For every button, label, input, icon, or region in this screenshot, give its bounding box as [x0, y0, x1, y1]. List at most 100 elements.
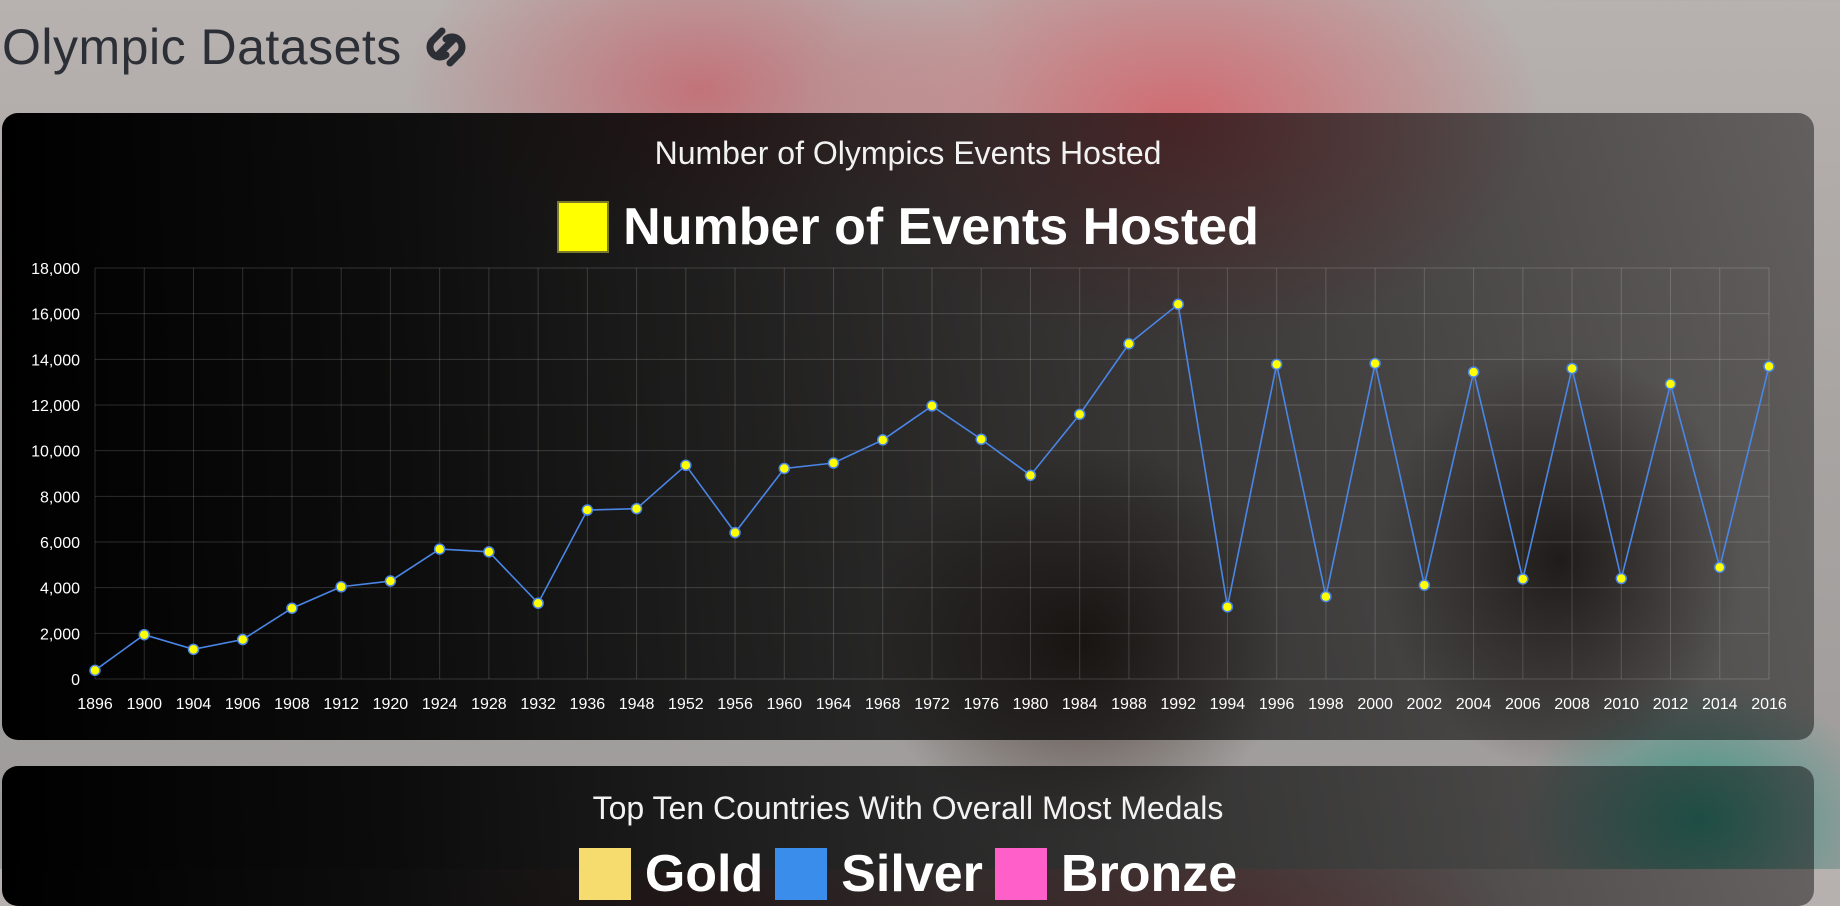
- legend-label-gold: Gold: [644, 845, 764, 903]
- x-tick-label: 1936: [570, 696, 606, 713]
- events-hosted-legend[interactable]: Number of Events Hosted: [2, 197, 1814, 257]
- data-point: [1467, 366, 1480, 378]
- legend-swatch-bronze: [994, 848, 1047, 900]
- link-icon: [426, 27, 466, 67]
- data-point: [581, 504, 594, 516]
- data-point: [138, 628, 150, 641]
- x-tick-label: 1960: [766, 696, 802, 713]
- data-point: [1073, 408, 1086, 421]
- y-tick-label: 14,000: [31, 352, 80, 369]
- data-point: [1172, 298, 1184, 311]
- x-tick-label: 2008: [1554, 696, 1590, 713]
- legend-swatch-gold: [578, 848, 631, 900]
- data-point: [1615, 572, 1628, 585]
- data-point: [1024, 469, 1037, 482]
- y-tick-label: 10,000: [31, 444, 80, 461]
- data-point: [1714, 561, 1726, 574]
- page-title: Olympic Datasets: [2, 18, 474, 76]
- data-point: [286, 602, 298, 614]
- x-tick-label: 1928: [471, 696, 507, 713]
- data-point: [1418, 579, 1431, 591]
- x-tick-label: 1896: [77, 696, 113, 713]
- top-countries-medals-title: Top Ten Countries With Overall Most Meda…: [592, 790, 1224, 826]
- x-tick-label: 1972: [914, 696, 950, 713]
- x-tick-label: 1920: [373, 696, 409, 713]
- y-tick-label: 6,000: [40, 535, 80, 552]
- x-tick-label: 1932: [520, 696, 556, 713]
- x-tick-label: 2006: [1505, 696, 1541, 713]
- x-tick-label: 2000: [1357, 696, 1393, 713]
- data-point: [384, 575, 397, 587]
- data-point: [680, 459, 692, 472]
- x-tick-label: 1912: [323, 696, 359, 713]
- x-tick-label: 1984: [1062, 696, 1098, 713]
- y-tick-label: 12,000: [31, 398, 80, 415]
- x-tick-label: 1908: [274, 696, 310, 713]
- x-tick-label: 1994: [1210, 696, 1246, 713]
- y-tick-label: 4,000: [40, 581, 80, 598]
- data-point: [187, 643, 200, 656]
- x-tick-label: 1948: [619, 696, 655, 713]
- x-tick-label: 2010: [1603, 696, 1639, 713]
- x-tick-label: 2002: [1407, 696, 1443, 713]
- legend-label-silver: Silver: [841, 845, 983, 903]
- data-point: [335, 581, 347, 593]
- x-tick-label: 1996: [1259, 696, 1295, 713]
- data-point: [1123, 338, 1135, 350]
- events-hosted-line-chart[interactable]: 0 2,000 4,000 6,000 8,000 10,000 12,000 14,000 1…: [2, 113, 1814, 740]
- legend-swatch-events-hosted: [557, 201, 610, 253]
- data-point: [975, 433, 987, 445]
- x-tick-label: 1992: [1160, 696, 1196, 713]
- x-tick-label: 1956: [717, 696, 753, 713]
- events-hosted-chart-card: Number of Olympics Events Hosted Number …: [2, 113, 1814, 740]
- data-point: [1369, 357, 1381, 370]
- y-tick-label: 16,000: [31, 307, 80, 324]
- x-tick-label: 1968: [865, 696, 901, 713]
- x-tick-label: 2004: [1456, 696, 1492, 713]
- y-tick-label: 18,000: [31, 261, 80, 278]
- legend-item-gold[interactable]: Gold: [578, 844, 764, 904]
- data-point: [1221, 601, 1234, 613]
- legend-label-bronze: Bronze: [1060, 845, 1238, 903]
- x-tick-label: 1980: [1013, 696, 1049, 713]
- legend-item-silver[interactable]: Silver: [775, 844, 983, 904]
- x-tick-label: 2014: [1702, 696, 1738, 713]
- data-point: [236, 633, 249, 646]
- x-tick-label: 1904: [176, 696, 212, 713]
- data-point: [483, 546, 495, 558]
- data-point: [532, 597, 544, 609]
- legend-item-bronze[interactable]: Bronze: [994, 844, 1238, 904]
- data-point: [1664, 378, 1677, 390]
- y-tick-label: 0: [71, 672, 80, 689]
- data-point: [778, 462, 791, 475]
- x-tick-label: 1964: [816, 696, 852, 713]
- top-countries-medals-card: Top Ten Countries With Overall Most Meda…: [2, 766, 1814, 906]
- x-tick-label: 1924: [422, 696, 458, 713]
- x-tick-label: 1988: [1111, 696, 1147, 713]
- data-point: [827, 457, 840, 469]
- legend-label-events-hosted: Number of Events Hosted: [623, 198, 1259, 256]
- page-title-text: Olympic Datasets: [2, 19, 402, 75]
- y-tick-label: 8,000: [40, 489, 80, 506]
- data-point: [1566, 362, 1578, 375]
- data-point: [1270, 358, 1283, 371]
- medals-legend[interactable]: Gold Silver Bronze: [2, 844, 1814, 904]
- data-point: [729, 526, 741, 539]
- x-tick-label: 1998: [1308, 696, 1344, 713]
- x-tick-label: 2012: [1653, 696, 1689, 713]
- data-point: [1763, 360, 1775, 373]
- data-point: [89, 664, 101, 677]
- x-tick-label: 1900: [126, 696, 162, 713]
- x-tick-label: 1952: [668, 696, 704, 713]
- data-point: [877, 434, 889, 446]
- data-point: [1517, 573, 1529, 585]
- data-point: [926, 400, 938, 412]
- data-point: [1320, 590, 1332, 603]
- events-hosted-chart-title: Number of Olympics Events Hosted: [654, 135, 1162, 171]
- y-tick-label: 2,000: [40, 626, 80, 643]
- x-tick-label: 2016: [1751, 696, 1787, 713]
- x-tick-label: 1906: [225, 696, 261, 713]
- data-point: [630, 502, 643, 515]
- data-point: [433, 543, 446, 555]
- legend-swatch-silver: [775, 848, 828, 900]
